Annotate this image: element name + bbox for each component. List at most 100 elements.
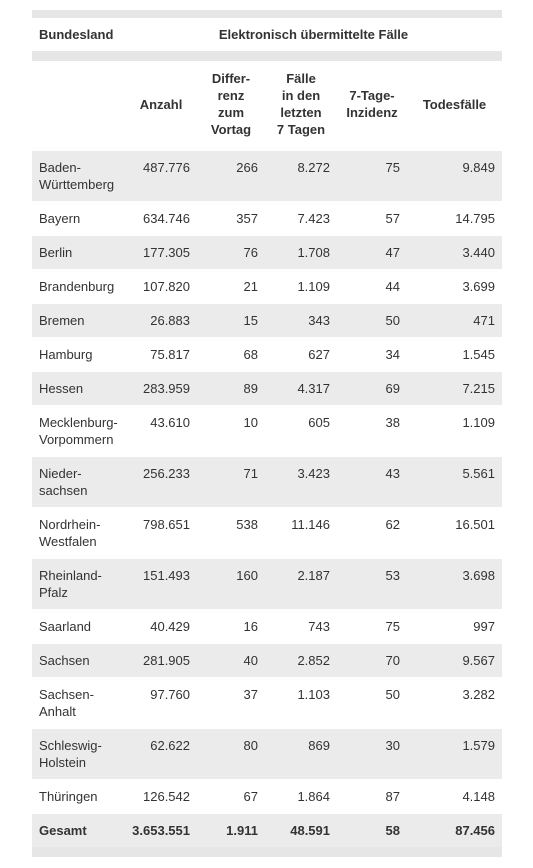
data-row: Berlin 177.305 76 1.708 47 3.440 bbox=[32, 235, 502, 270]
cell: 3.282 bbox=[407, 677, 502, 729]
column-header: Anzahl bbox=[139, 96, 183, 112]
cell: 3.423 bbox=[265, 456, 337, 508]
state-name: Hessen bbox=[32, 371, 125, 406]
cell: 3.698 bbox=[407, 558, 502, 610]
cell: 75.817 bbox=[125, 337, 197, 372]
column-header-row: Anzahl Differ- renz zum Vortag Fälle in de… bbox=[32, 61, 502, 151]
cell: 37 bbox=[197, 677, 265, 729]
cell: 26.883 bbox=[125, 303, 197, 338]
cell: 798.651 bbox=[125, 507, 197, 559]
cell: 3.699 bbox=[407, 269, 502, 304]
total-cell: 58 bbox=[337, 813, 407, 847]
cell: 15 bbox=[197, 303, 265, 338]
cell: 1.864 bbox=[265, 779, 337, 814]
data-row: Thüringen 126.542 67 1.864 87 4.148 bbox=[32, 779, 502, 814]
cell: 69 bbox=[337, 371, 407, 406]
cell: 743 bbox=[265, 609, 337, 644]
state-name: Nordrhein- Westfalen bbox=[32, 507, 125, 559]
cell: 4.148 bbox=[407, 779, 502, 814]
state-name: Sachsen- Anhalt bbox=[32, 677, 125, 729]
cell: 634.746 bbox=[125, 201, 197, 236]
cell: 343 bbox=[265, 303, 337, 338]
cell: 1.109 bbox=[407, 405, 502, 457]
cell: 9.849 bbox=[407, 150, 502, 202]
table-wrap: Bundesland Elektronisch übermittelte Fäl… bbox=[32, 10, 502, 857]
cell: 62 bbox=[337, 507, 407, 559]
cell: 80 bbox=[197, 728, 265, 780]
cell: 50 bbox=[337, 677, 407, 729]
cell: 14.795 bbox=[407, 201, 502, 236]
cell: 1.708 bbox=[265, 235, 337, 270]
cell: 997 bbox=[407, 609, 502, 644]
cell: 2.187 bbox=[265, 558, 337, 610]
cell: 1.579 bbox=[407, 728, 502, 780]
state-name: Sachsen bbox=[32, 643, 125, 678]
data-row: Hessen 283.959 89 4.317 69 7.215 bbox=[32, 371, 502, 406]
cell: 107.820 bbox=[125, 269, 197, 304]
cell: 627 bbox=[265, 337, 337, 372]
cell: 1.545 bbox=[407, 337, 502, 372]
cell: 16.501 bbox=[407, 507, 502, 559]
state-name: Hamburg bbox=[32, 337, 125, 372]
cell: 3.440 bbox=[407, 235, 502, 270]
state-name: Baden- Württemberg bbox=[32, 150, 125, 202]
cases-table: Bundesland Elektronisch übermittelte Fäl… bbox=[32, 18, 502, 847]
cell: 75 bbox=[337, 609, 407, 644]
bottom-bar bbox=[32, 847, 502, 857]
cell: 62.622 bbox=[125, 728, 197, 780]
cell: 16 bbox=[197, 609, 265, 644]
cell: 8.272 bbox=[265, 150, 337, 202]
cell: 50 bbox=[337, 303, 407, 338]
state-name: Mecklenburg- Vorpommern bbox=[32, 405, 125, 457]
cell: 7.215 bbox=[407, 371, 502, 406]
data-row: Sachsen- Anhalt 97.760 37 1.103 50 3.282 bbox=[32, 677, 502, 729]
data-row: Saarland 40.429 16 743 75 997 bbox=[32, 609, 502, 644]
total-cell: 3.653.551 bbox=[125, 813, 197, 847]
header-group: Elektronisch übermittelte Fälle bbox=[218, 27, 409, 42]
total-cell: 48.591 bbox=[265, 813, 337, 847]
cell: 89 bbox=[197, 371, 265, 406]
cell: 43.610 bbox=[125, 405, 197, 457]
cell: 266 bbox=[197, 150, 265, 202]
data-row: Nieder- sachsen 256.233 71 3.423 43 5.561 bbox=[32, 456, 502, 508]
data-row: Brandenburg 107.820 21 1.109 44 3.699 bbox=[32, 269, 502, 304]
state-name: Nieder- sachsen bbox=[32, 456, 125, 508]
cell: 53 bbox=[337, 558, 407, 610]
column-header: Fälle in den letzten 7 Tagen bbox=[276, 71, 326, 137]
state-name: Rheinland- Pfalz bbox=[32, 558, 125, 610]
cell: 471 bbox=[407, 303, 502, 338]
state-name: Thüringen bbox=[32, 779, 125, 814]
total-cell: 87.456 bbox=[407, 813, 502, 847]
column-header: 7-Tage- Inzidenz bbox=[346, 88, 398, 120]
total-cell: 1.911 bbox=[197, 813, 265, 847]
group-header-row: Bundesland Elektronisch übermittelte Fäl… bbox=[32, 18, 502, 51]
data-row: Rheinland- Pfalz 151.493 160 2.187 53 3.698 bbox=[32, 558, 502, 610]
state-name: Bayern bbox=[32, 201, 125, 236]
total-row: Gesamt 3.653.551 1.911 48.591 58 87.456 bbox=[32, 813, 502, 847]
cell: 68 bbox=[197, 337, 265, 372]
cell: 9.567 bbox=[407, 643, 502, 678]
cell: 283.959 bbox=[125, 371, 197, 406]
cell: 4.317 bbox=[265, 371, 337, 406]
cell: 40.429 bbox=[125, 609, 197, 644]
column-header: Todesfälle bbox=[422, 96, 487, 112]
cell: 67 bbox=[197, 779, 265, 814]
cell: 151.493 bbox=[125, 558, 197, 610]
data-row: Bremen 26.883 15 343 50 471 bbox=[32, 303, 502, 338]
column-header: Differ- renz zum Vortag bbox=[210, 71, 252, 137]
data-row: Hamburg 75.817 68 627 34 1.545 bbox=[32, 337, 502, 372]
cell: 869 bbox=[265, 728, 337, 780]
cell: 281.905 bbox=[125, 643, 197, 678]
cell: 87 bbox=[337, 779, 407, 814]
cell: 38 bbox=[337, 405, 407, 457]
cell: 40 bbox=[197, 643, 265, 678]
cell: 76 bbox=[197, 235, 265, 270]
cell: 11.146 bbox=[265, 507, 337, 559]
cell: 487.776 bbox=[125, 150, 197, 202]
data-row: Nordrhein- Westfalen 798.651 538 11.146 62 16… bbox=[32, 507, 502, 559]
data-row: Schleswig- Holstein 62.622 80 869 30 1.579 bbox=[32, 728, 502, 780]
cell: 538 bbox=[197, 507, 265, 559]
state-name: Schleswig- Holstein bbox=[32, 728, 125, 780]
data-row: Baden- Württemberg 487.776 266 8.272 75 9.849 bbox=[32, 150, 502, 202]
